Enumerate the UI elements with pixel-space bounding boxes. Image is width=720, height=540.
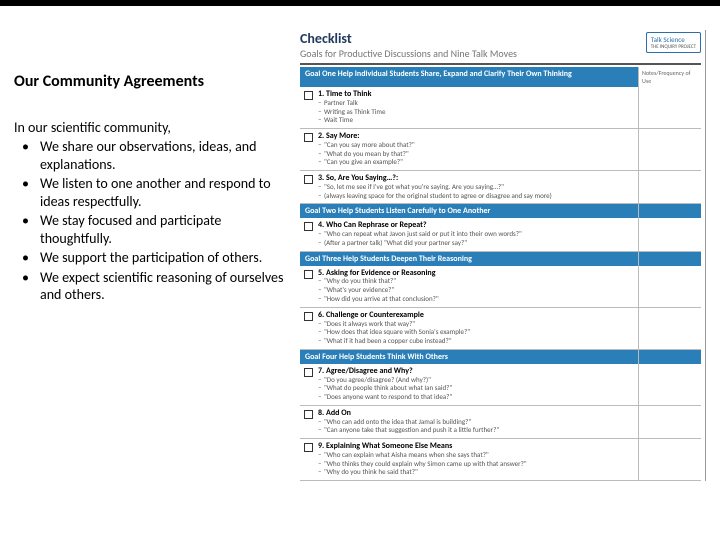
- notes-header: Notes/Frequency of Use: [639, 67, 701, 87]
- item-subpoints: "Why do you think that?""What's your evi…: [318, 277, 637, 303]
- badge-sub: THE INQUIRY PROJECT: [651, 44, 696, 50]
- goal-bar: Goal One Help Individual Students Share,…: [300, 67, 639, 87]
- agreements-list: We share our observations, ideas, and ex…: [14, 138, 290, 304]
- checklist-item: 3. So, Are You Saying…?:"So, let me see …: [300, 171, 701, 204]
- badge-top: Talk Science: [651, 35, 685, 44]
- subpoint: "Why do you think he said that?": [318, 468, 637, 477]
- page-title: Our Community Agreements: [14, 72, 290, 91]
- project-badge: Talk Science THE INQUIRY PROJECT: [646, 32, 701, 53]
- checkbox[interactable]: [304, 443, 313, 452]
- checklist-header: Checklist Goals for Productive Discussio…: [300, 30, 701, 65]
- checkbox[interactable]: [304, 312, 313, 321]
- checklist-item: 5. Asking for Evidence or Reasoning"Why …: [300, 266, 701, 308]
- list-item: We expect scientific reasoning of oursel…: [22, 269, 290, 304]
- checklist-subtitle: Goals for Productive Discussions and Nin…: [300, 47, 646, 60]
- list-item: We share our observations, ideas, and ex…: [22, 138, 290, 173]
- checkbox[interactable]: [304, 91, 313, 100]
- checklist-body: Goal One Help Individual Students Share,…: [300, 67, 701, 481]
- item-content: 3. So, Are You Saying…?:"So, let me see …: [318, 174, 701, 200]
- item-content: 4. Who Can Rephrase or Repeat?"Who can r…: [318, 221, 701, 247]
- checkbox[interactable]: [304, 270, 313, 279]
- goal-bar: Goal Four Help Students Think With Other…: [300, 350, 639, 364]
- checklist-item: 1. Time to ThinkPartner TalkWriting as T…: [300, 87, 701, 129]
- checklist-item: 8. Add On"Who can add onto the idea that…: [300, 406, 701, 439]
- item-content: 9. Explaining What Someone Else Means"Wh…: [318, 442, 701, 477]
- item-subpoints: "So, let me see if I've got what you're …: [318, 183, 637, 201]
- subpoint: Writing as Think Time: [318, 108, 637, 117]
- item-subpoints: Partner TalkWriting as Think TimeWait Ti…: [318, 99, 637, 125]
- checklist-item: 6. Challenge or Counterexample"Does it a…: [300, 308, 701, 350]
- subpoint: "Can anyone take that suggestion and pus…: [318, 426, 637, 435]
- item-content: 6. Challenge or Counterexample"Does it a…: [318, 311, 701, 346]
- goal-header: Goal One Help Individual Students Share,…: [300, 67, 701, 87]
- goal-header: Goal Four Help Students Think With Other…: [300, 350, 701, 364]
- item-content: 8. Add On"Who can add onto the idea that…: [318, 409, 701, 435]
- checkbox[interactable]: [304, 175, 313, 184]
- item-content: 2. Say More:"Can you say more about that…: [318, 132, 701, 167]
- checkbox[interactable]: [304, 222, 313, 231]
- item-content: 7. Agree/Disagree and Why?"Do you agree/…: [318, 367, 701, 402]
- checkbox[interactable]: [304, 133, 313, 142]
- item-subpoints: "Who can repeat what Javon just said or …: [318, 230, 637, 248]
- subpoint: "Does anyone want to respond to that ide…: [318, 393, 637, 402]
- subpoint: (always leaving space for the original s…: [318, 192, 637, 201]
- subpoint: Wait Time: [318, 116, 637, 125]
- list-item: We stay focused and participate thoughtf…: [22, 212, 290, 247]
- goal-header: Goal Three Help Students Deepen Their Re…: [300, 252, 701, 266]
- item-subpoints: "Do you agree/disagree? (And why?)""What…: [318, 376, 637, 402]
- checklist-item: 7. Agree/Disagree and Why?"Do you agree/…: [300, 364, 701, 406]
- checklist-word: Checklist: [300, 30, 646, 47]
- checklist-item: 4. Who Can Rephrase or Repeat?"Who can r…: [300, 218, 701, 251]
- item-content: 1. Time to ThinkPartner TalkWriting as T…: [318, 90, 701, 125]
- subpoint: (After a partner talk) "What did your pa…: [318, 239, 637, 248]
- list-item: We listen to one another and respond to …: [22, 175, 290, 210]
- item-content: 5. Asking for Evidence or Reasoning"Why …: [318, 269, 701, 304]
- checklist-item: 2. Say More:"Can you say more about that…: [300, 129, 701, 171]
- item-subpoints: "Can you say more about that?""What do y…: [318, 141, 637, 167]
- goal-header: Goal Two Help Students Listen Carefully …: [300, 204, 701, 218]
- subpoint: "What if it had been a copper cube inste…: [318, 337, 637, 346]
- subpoint: "Can you give an example?": [318, 158, 637, 167]
- goal-bar: Goal Three Help Students Deepen Their Re…: [300, 252, 639, 266]
- item-subpoints: "Does it always work that way?""How does…: [318, 320, 637, 346]
- goal-bar: Goal Two Help Students Listen Carefully …: [300, 204, 639, 218]
- item-title: 1. Time to Think: [318, 90, 637, 99]
- checklist-panel: Checklist Goals for Productive Discussio…: [300, 30, 706, 481]
- checklist-item: 9. Explaining What Someone Else Means"Wh…: [300, 439, 701, 481]
- top-bar: [0, 0, 720, 6]
- item-subpoints: "Who can add onto the idea that Jamal is…: [318, 418, 637, 436]
- list-item: We support the participation of others.: [22, 249, 290, 267]
- intro-text: In our scientific community,: [14, 119, 290, 136]
- item-subpoints: "Who can explain what Aisha means when s…: [318, 451, 637, 477]
- left-column: Our Community Agreements In our scientif…: [14, 72, 290, 306]
- divider-line: [638, 67, 639, 481]
- checkbox[interactable]: [304, 410, 313, 419]
- subpoint: "How did you arrive at that conclusion?": [318, 295, 637, 304]
- checkbox[interactable]: [304, 368, 313, 377]
